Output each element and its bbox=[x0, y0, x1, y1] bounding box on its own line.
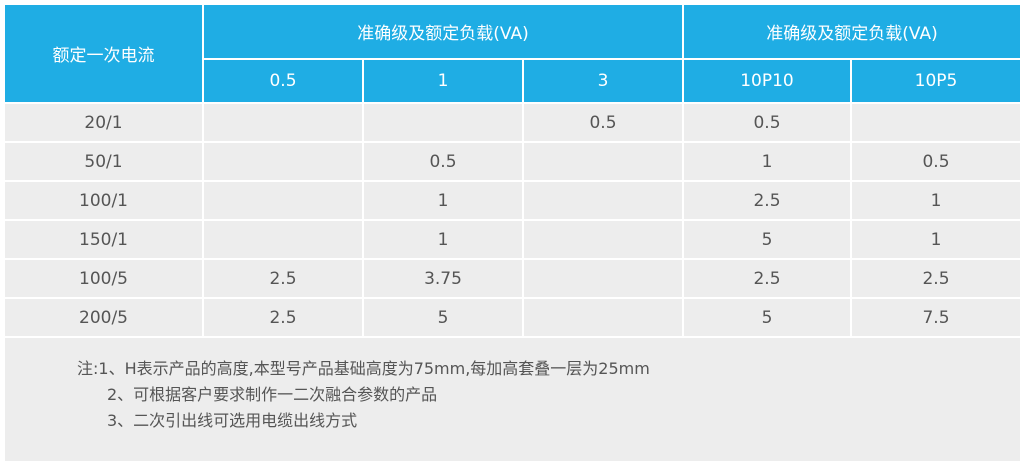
value-cell: 1 bbox=[362, 219, 524, 260]
spec-table: 额定一次电流 准确级及额定负载(VA) 准确级及额定负载(VA) 0.5 1 3… bbox=[3, 3, 1022, 463]
value-cell: 2.5 bbox=[850, 258, 1022, 299]
table-row: 100/1 1 2.5 1 bbox=[3, 180, 1022, 221]
value-cell bbox=[362, 102, 524, 143]
value-cell bbox=[522, 297, 684, 338]
value-cell: 2.5 bbox=[202, 297, 364, 338]
value-cell bbox=[522, 180, 684, 221]
header-col: 0.5 bbox=[202, 58, 364, 104]
value-cell: 1 bbox=[850, 180, 1022, 221]
value-cell: 0.5 bbox=[522, 102, 684, 143]
notes: 注:1、H表示产品的高度,本型号产品基础高度为75mm,每加高套叠一层为25mm… bbox=[3, 336, 1022, 463]
header-col: 1 bbox=[362, 58, 524, 104]
value-cell: 0.5 bbox=[682, 102, 852, 143]
value-cell: 2.5 bbox=[682, 180, 852, 221]
value-cell bbox=[522, 258, 684, 299]
rated-current-cell: 20/1 bbox=[3, 102, 204, 143]
value-cell: 5 bbox=[682, 219, 852, 260]
table-row: 150/1 1 5 1 bbox=[3, 219, 1022, 260]
rated-current-cell: 200/5 bbox=[3, 297, 204, 338]
value-cell bbox=[850, 102, 1022, 143]
value-cell: 1 bbox=[362, 180, 524, 221]
note-2: 2、可根据客户要求制作一二次融合参数的产品 bbox=[107, 385, 438, 404]
note-3: 3、二次引出线可选用电缆出线方式 bbox=[107, 411, 358, 430]
value-cell: 1 bbox=[682, 141, 852, 182]
value-cell: 1 bbox=[850, 219, 1022, 260]
value-cell: 0.5 bbox=[362, 141, 524, 182]
header-col: 3 bbox=[522, 58, 684, 104]
value-cell: 2.5 bbox=[202, 258, 364, 299]
header-col: 10P5 bbox=[850, 58, 1022, 104]
notes-row: 注:1、H表示产品的高度,本型号产品基础高度为75mm,每加高套叠一层为25mm… bbox=[3, 336, 1022, 463]
header-rated-current: 额定一次电流 bbox=[3, 3, 204, 104]
value-cell: 0.5 bbox=[850, 141, 1022, 182]
value-cell: 3.75 bbox=[362, 258, 524, 299]
header-row-2: 0.5 1 3 10P10 10P5 bbox=[4, 58, 1022, 104]
value-cell: 2.5 bbox=[682, 258, 852, 299]
note-1: 注:1、H表示产品的高度,本型号产品基础高度为75mm,每加高套叠一层为25mm bbox=[77, 359, 650, 378]
header-col: 10P10 bbox=[682, 58, 852, 104]
value-cell bbox=[522, 141, 684, 182]
table-row: 50/1 0.5 1 0.5 bbox=[3, 141, 1022, 182]
table-row: 20/1 0.5 0.5 bbox=[3, 102, 1022, 143]
header-group-accuracy-1: 准确级及额定负载(VA) bbox=[202, 3, 684, 60]
value-cell bbox=[202, 102, 364, 143]
rated-current-cell: 150/1 bbox=[3, 219, 204, 260]
rated-current-cell: 100/1 bbox=[3, 180, 204, 221]
header-group-accuracy-2: 准确级及额定负载(VA) bbox=[682, 3, 1022, 60]
table-row: 200/5 2.5 5 5 7.5 bbox=[3, 297, 1022, 338]
header-row-1: 额定一次电流 准确级及额定负载(VA) 准确级及额定负载(VA) bbox=[3, 3, 1022, 104]
rated-current-cell: 100/5 bbox=[3, 258, 204, 299]
value-cell bbox=[522, 219, 684, 260]
value-cell: 7.5 bbox=[850, 297, 1022, 338]
table-row: 100/5 2.5 3.75 2.5 2.5 bbox=[3, 258, 1022, 299]
value-cell bbox=[202, 141, 364, 182]
value-cell: 5 bbox=[362, 297, 524, 338]
value-cell bbox=[202, 219, 364, 260]
value-cell: 5 bbox=[682, 297, 852, 338]
rated-current-cell: 50/1 bbox=[3, 141, 204, 182]
value-cell bbox=[202, 180, 364, 221]
